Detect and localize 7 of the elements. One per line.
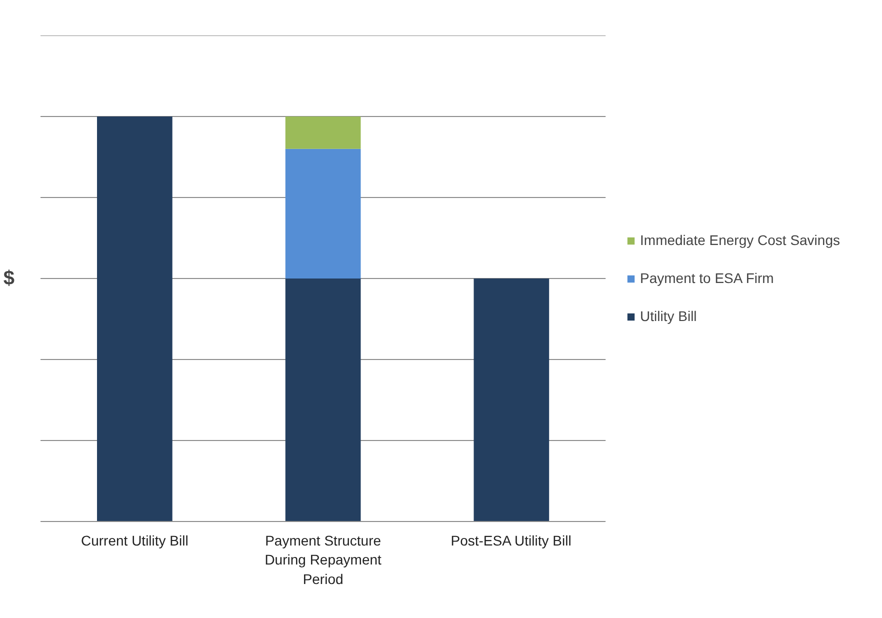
x-tick-label: Payment Structure During Repayment Period <box>264 532 382 587</box>
legend-label: Immediate Energy Cost Savings <box>640 232 840 248</box>
x-tick-label: Current Utility Bill <box>81 532 188 548</box>
legend-label: Utility Bill <box>640 308 697 324</box>
legend-label: Payment to ESA Firm <box>640 270 774 286</box>
y-axis-title: $ <box>3 268 14 290</box>
x-tick-label: Post-ESA Utility Bill <box>450 532 572 548</box>
